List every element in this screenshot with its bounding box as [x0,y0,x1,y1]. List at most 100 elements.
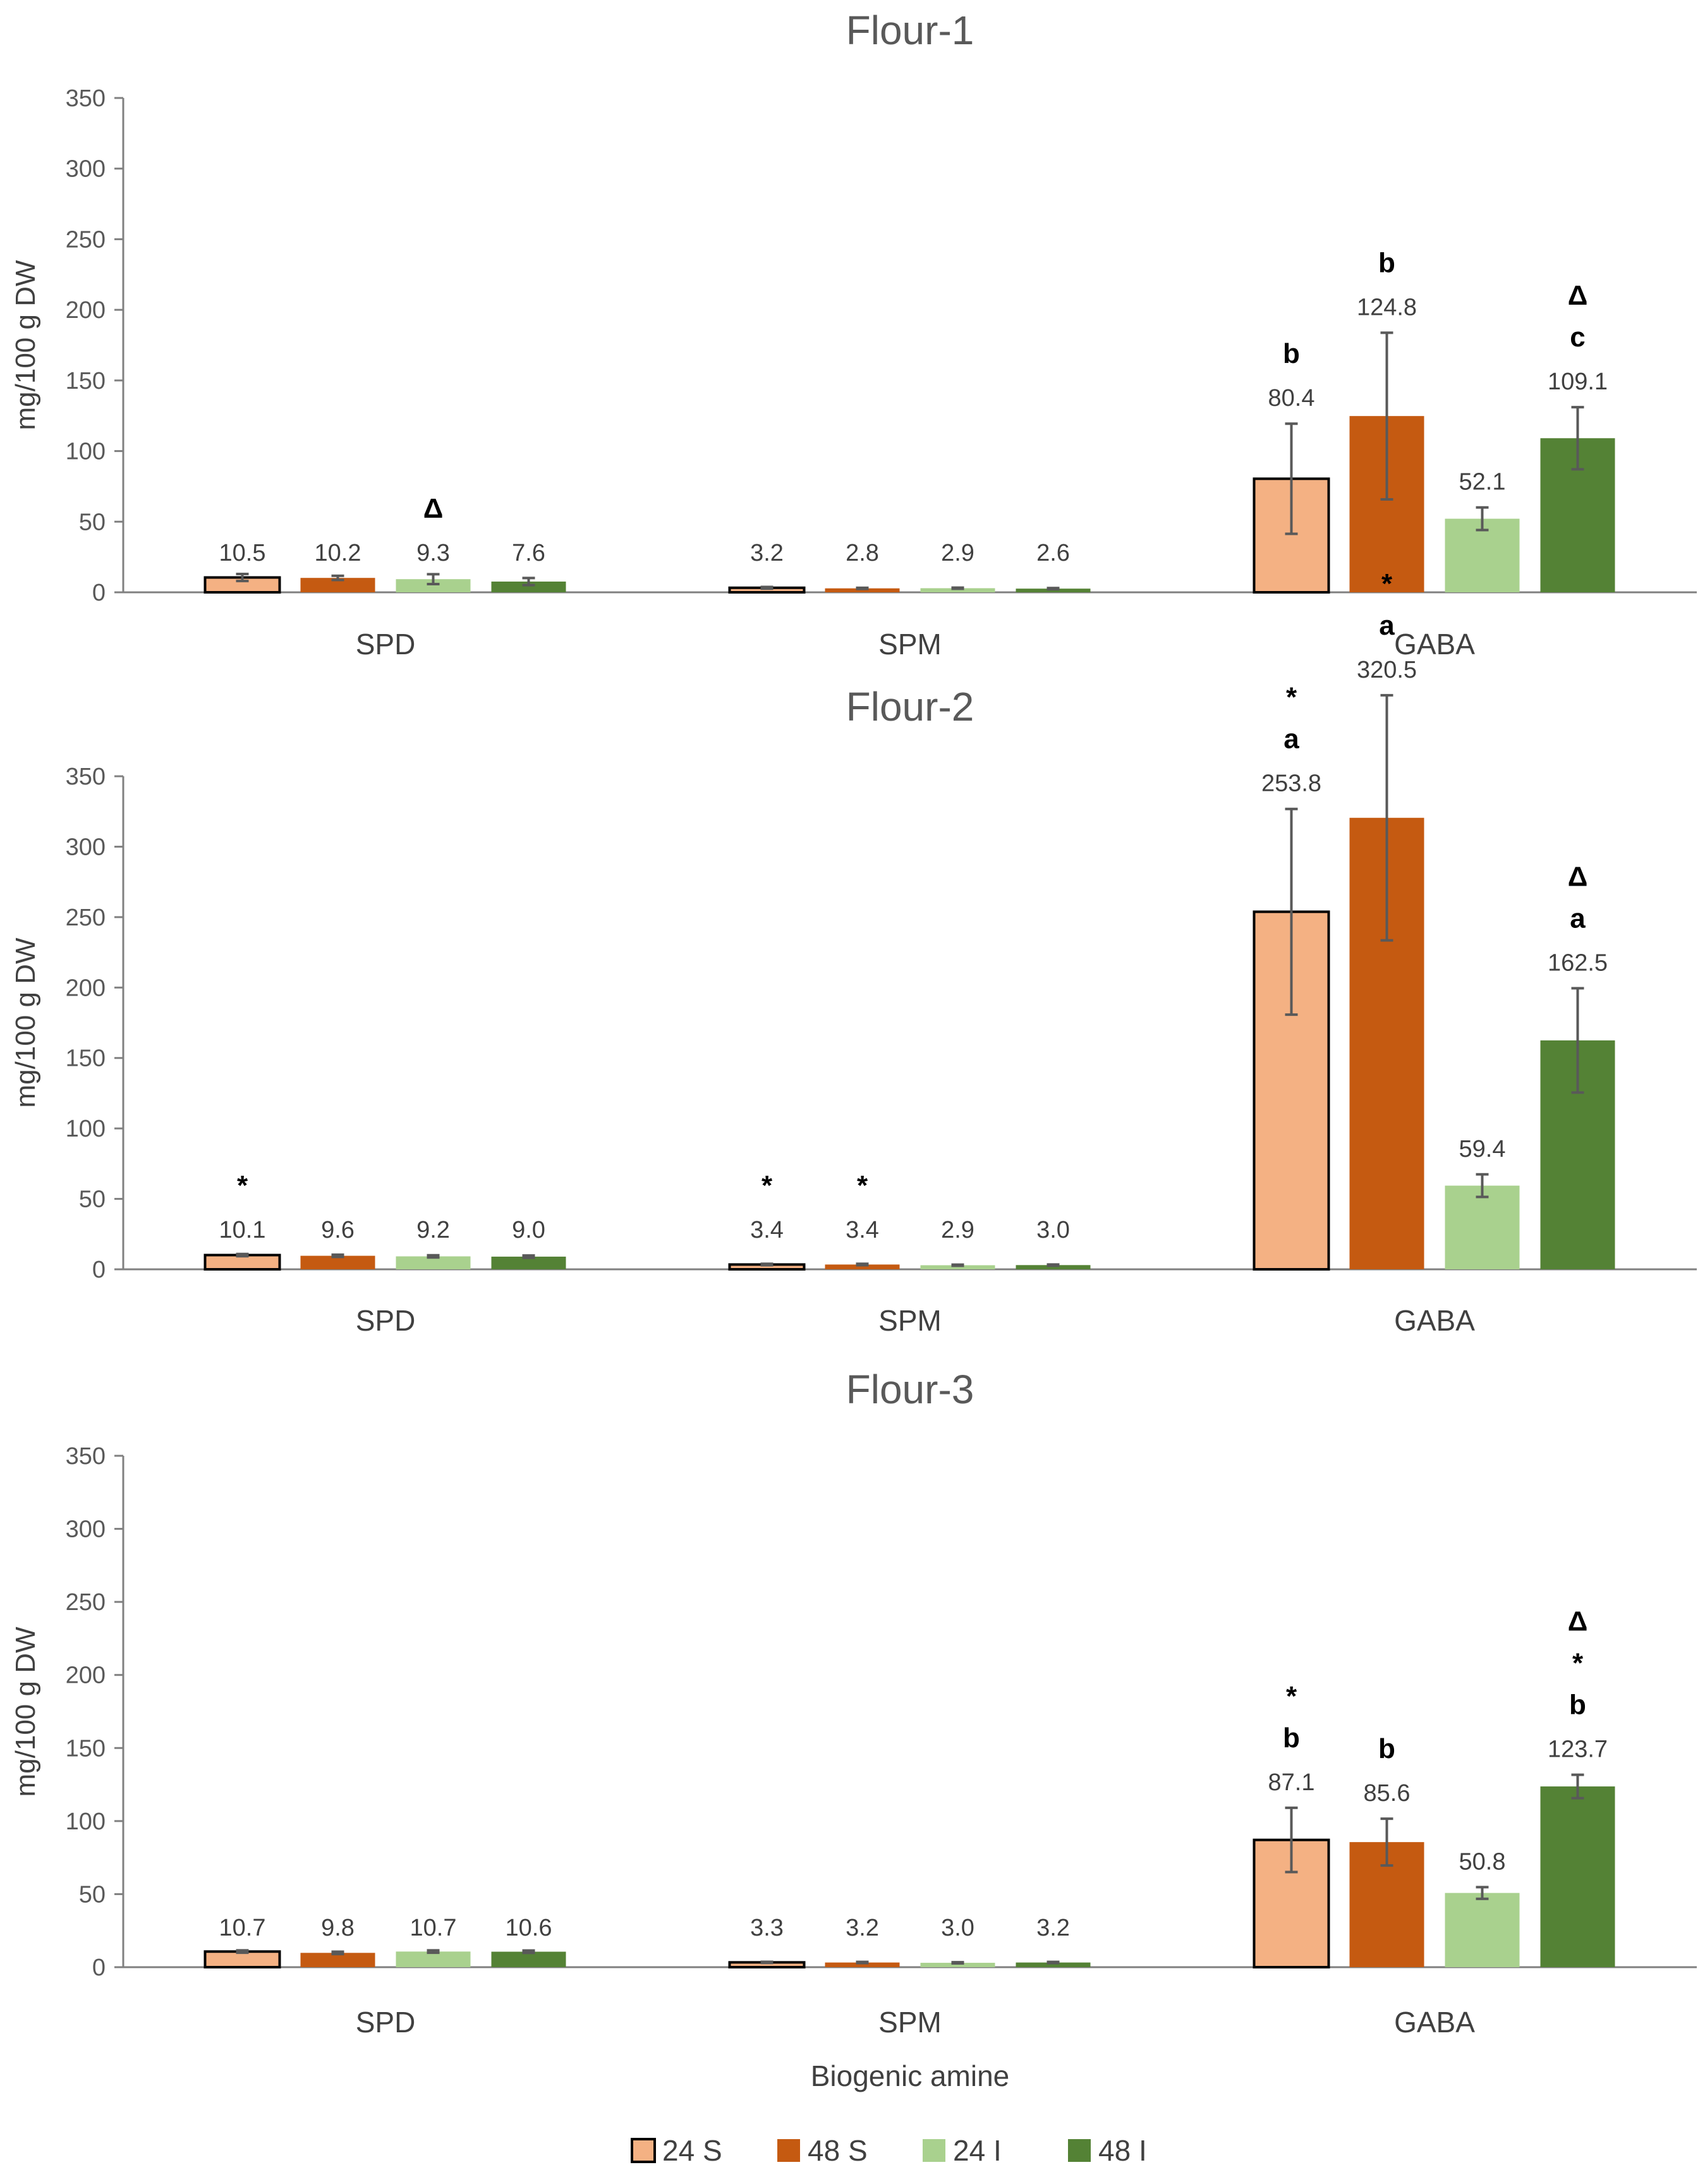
data-label: 2.6 [1036,540,1070,566]
data-label: 10.7 [219,1915,266,1941]
data-label: 85.6 [1364,1780,1411,1807]
y-tick-label: 300 [66,834,106,860]
y-tick-label: 250 [66,905,106,931]
bar [1016,1265,1091,1269]
bar [920,1265,995,1269]
x-category-label: GABA [1394,1304,1475,1337]
bar [491,1951,566,1967]
data-label: 9.2 [416,1217,450,1243]
significance-marker: Δ [1568,280,1588,311]
significance-marker: * [1381,568,1393,599]
data-label: 7.6 [512,540,545,566]
data-label: 3.4 [750,1217,784,1243]
y-tick-label: 100 [66,1116,106,1142]
y-axis-label: mg/100 g DW [10,1626,41,1797]
y-tick-label: 200 [66,1662,106,1689]
y-tick-label: 150 [66,368,106,394]
bar [1445,1185,1520,1269]
legend-swatch [777,2139,800,2162]
data-label: 10.2 [315,540,361,566]
data-label: 50.8 [1459,1848,1506,1875]
y-tick-label: 0 [92,580,106,606]
data-label: 162.5 [1548,949,1608,976]
y-tick-label: 200 [66,297,106,324]
y-tick-label: 250 [66,1589,106,1616]
data-label: 320.5 [1357,657,1417,683]
significance-marker: b [1283,338,1300,369]
data-label: 3.2 [1036,1915,1070,1941]
y-tick-label: 0 [92,1257,106,1283]
significance-marker: a [1283,724,1299,755]
chart-panel-2: Flour-2 mg/100 g DW 0 50 100 150 200 250 300 350 S… [10,568,1697,1337]
significance-marker: c [1570,322,1585,353]
x-category-label: SPD [356,628,416,661]
bar [300,1255,375,1269]
significance-marker: a [1379,610,1395,641]
y-tick-label: 300 [66,156,106,183]
bar [491,582,566,592]
y-tick-label: 150 [66,1735,106,1762]
x-category-label: GABA [1394,2006,1475,2039]
significance-marker: * [1572,1648,1584,1679]
significance-marker: Δ [1568,1606,1588,1637]
y-tick-label: 100 [66,439,106,465]
significance-marker: * [1286,682,1297,713]
x-category-label: SPD [356,1304,416,1337]
significance-marker: * [857,1170,868,1201]
y-tick-label: 150 [66,1046,106,1072]
bar [300,578,375,592]
data-label: 10.5 [219,540,266,566]
data-label: 9.3 [416,540,450,566]
data-label: 9.8 [321,1915,355,1941]
y-tick-label: 200 [66,975,106,1001]
chart-title: Flour-3 [846,1367,974,1412]
significance-marker: a [1570,903,1586,934]
y-tick-label: 100 [66,1809,106,1835]
y-tick-label: 0 [92,1955,106,1981]
legend: 24 S 48 S 24 I 48 I [631,2134,1147,2167]
y-tick-label: 50 [79,1187,106,1213]
y-tick-label: 350 [66,85,106,112]
legend-swatch [923,2139,945,2162]
significance-marker: b [1569,1690,1586,1721]
chart-panel-3: Flour-3 mg/100 g DW 0 50 100 150 200 250 300 350 S… [10,1367,1697,2039]
x-category-label: GABA [1394,628,1475,661]
significance-marker: b [1378,247,1395,278]
significance-marker: Δ [1568,861,1588,892]
y-tick-label: 50 [79,509,106,535]
data-label: 3.3 [750,1915,784,1941]
bar [920,1963,995,1967]
legend-swatch [631,2138,656,2163]
bar [1016,1962,1091,1967]
data-label: 3.2 [750,540,784,566]
significance-marker: b [1378,1733,1395,1764]
chart-panels: Flour-1 mg/100 g DW 0 50 100 150 200 250 300 350 S… [10,8,1697,2039]
legend-swatch [1068,2139,1091,2162]
data-label: 10.1 [219,1217,266,1243]
data-label: 87.1 [1268,1769,1315,1796]
x-category-label: SPD [356,2006,416,2039]
bar [1016,589,1091,592]
bar [300,1953,375,1967]
data-label: 124.8 [1357,294,1417,320]
data-label: 2.9 [941,1217,974,1243]
significance-marker: Δ [423,493,444,524]
y-tick-label: 250 [66,226,106,253]
y-tick-label: 50 [79,1881,106,1908]
data-label: 3.0 [941,1915,974,1941]
significance-marker: b [1283,1723,1300,1754]
chart-title: Flour-2 [846,684,974,729]
bar [396,1256,471,1269]
data-label: 123.7 [1548,1736,1608,1763]
significance-marker: * [1286,1681,1297,1712]
y-tick-label: 350 [66,764,106,790]
legend-label: 24 S [662,2134,722,2167]
data-label: 9.0 [512,1217,545,1243]
bar [825,1962,900,1967]
y-axis-label: mg/100 g DW [10,260,41,430]
data-label: 10.7 [410,1915,457,1941]
chart-title: Flour-1 [846,8,974,53]
significance-marker: * [761,1170,773,1201]
bar [825,1264,900,1269]
bar [491,1256,566,1269]
